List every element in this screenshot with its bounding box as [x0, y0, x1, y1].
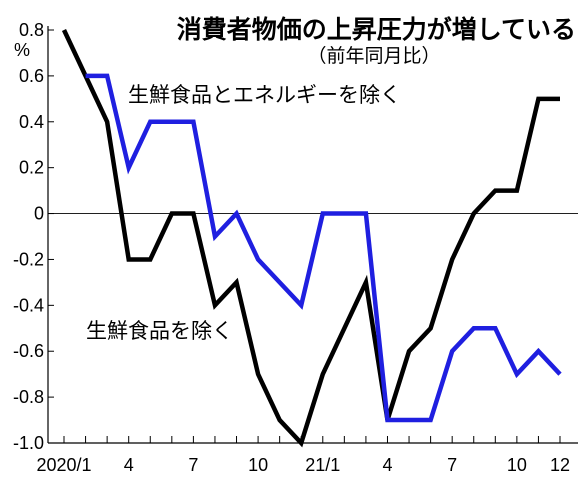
y-tick-label: -0.8 [13, 387, 44, 407]
chart-title: 消費者物価の上昇圧力が増している [177, 15, 576, 44]
series-line-1 [85, 73, 562, 423]
series-label-core: 生鮮食品を除く [86, 319, 233, 343]
series-label-core-core: 生鮮食品とエネルギーを除く [128, 83, 401, 107]
y-tick-label: 0.4 [19, 112, 44, 132]
y-tick-label: 0.2 [19, 158, 44, 178]
y-tick-label: -0.2 [13, 249, 44, 269]
series-layer [61, 29, 562, 448]
y-tick-label: 0 [34, 204, 44, 224]
y-tick-label: -0.6 [13, 341, 44, 361]
x-tick-label: 7 [188, 455, 198, 475]
series-line-0 [61, 29, 560, 448]
y-tick-label: -1.0 [13, 433, 44, 453]
chart-subtitle: （前年同月比） [307, 45, 440, 67]
x-tick-label: 4 [382, 455, 392, 475]
x-tick-label: 12 [550, 455, 570, 475]
x-tick-label: 10 [248, 455, 268, 475]
y-axis-unit: % [14, 40, 30, 60]
y-tick-label: -0.4 [13, 295, 44, 315]
y-tick-label: 0.6 [19, 66, 44, 86]
x-tick-label: 2020/1 [36, 455, 91, 475]
x-tick-label: 7 [447, 455, 457, 475]
y-tick-label: 0.8 [19, 20, 44, 40]
x-tick-label: 10 [507, 455, 527, 475]
x-tick-label: 21/1 [305, 455, 340, 475]
x-tick-label: 4 [124, 455, 134, 475]
